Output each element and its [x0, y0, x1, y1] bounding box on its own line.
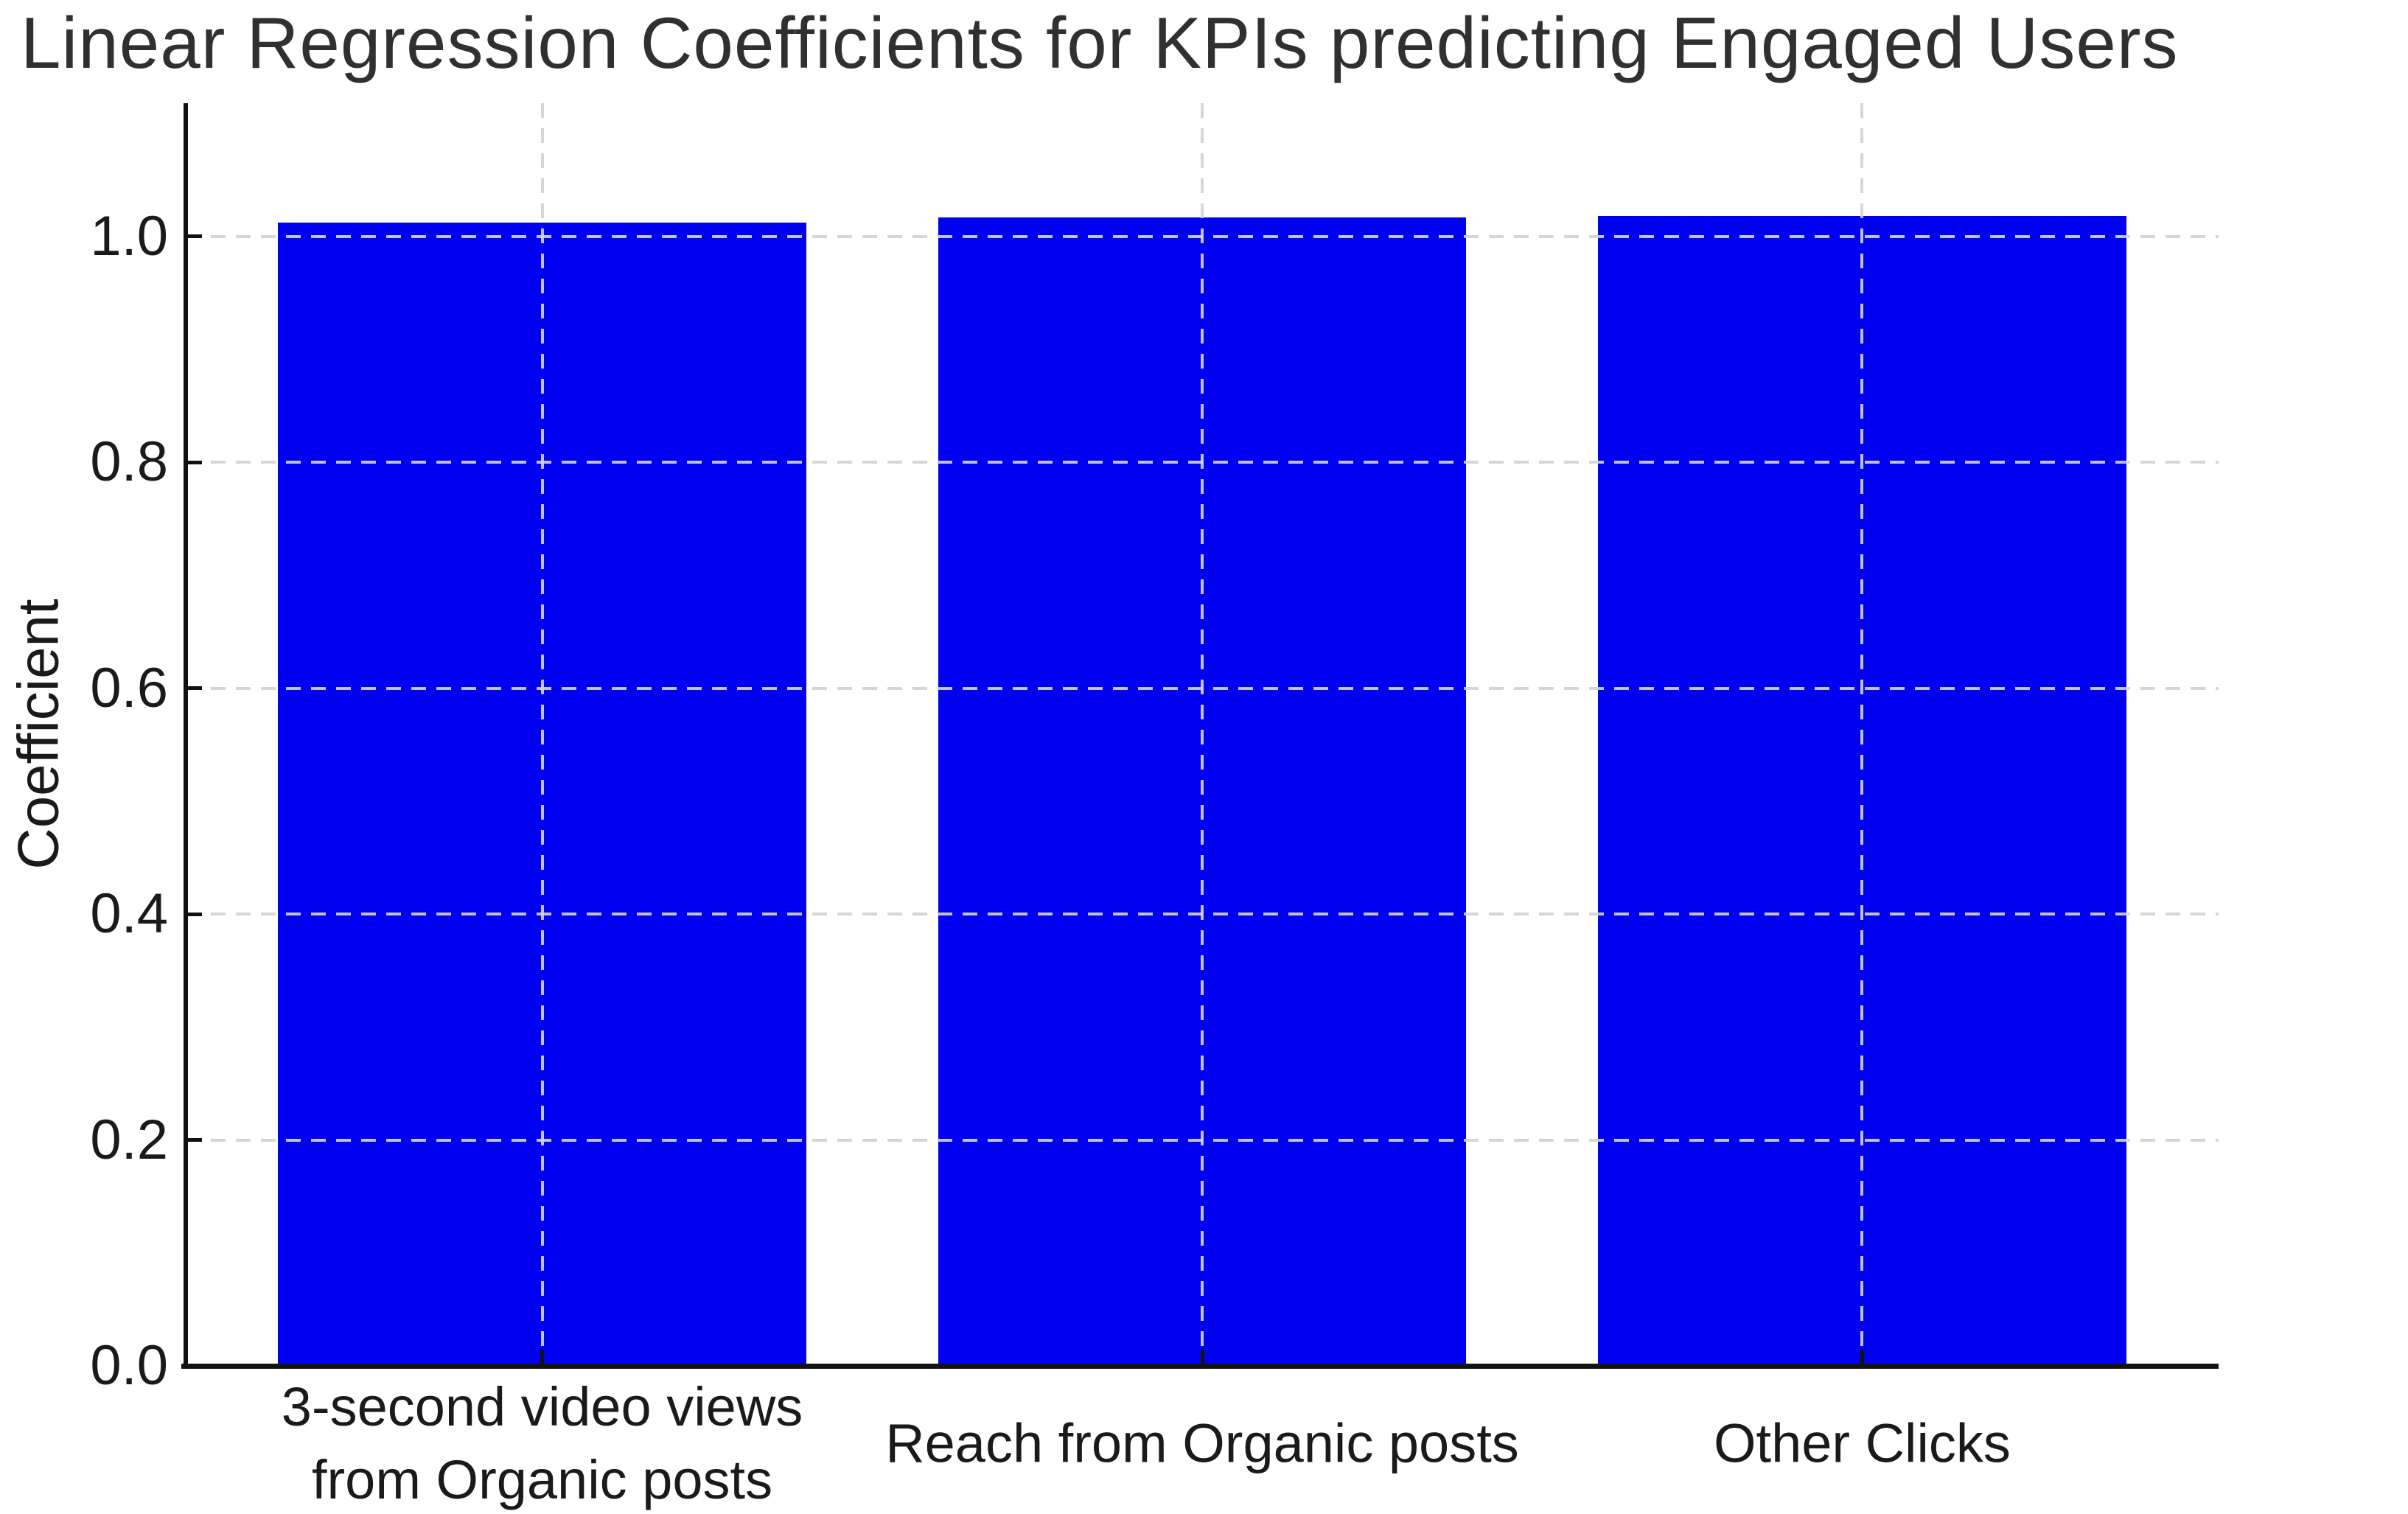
plot-area	[181, 103, 2219, 1369]
bottom-spine	[181, 1364, 2219, 1369]
left-spine	[184, 103, 188, 1369]
y-tick-mark	[186, 912, 202, 916]
x-tick-label: 3-second video views from Organic posts	[282, 1370, 803, 1514]
y-tick-label: 0.2	[90, 1108, 168, 1171]
y-tick-mark	[186, 686, 202, 691]
y-tick-mark	[186, 1138, 202, 1143]
y-tick-label: 0.4	[90, 882, 168, 946]
vertical-gridline	[540, 103, 544, 1366]
x-tick-label: Other Clicks	[1714, 1406, 2011, 1479]
horizontal-gridline	[186, 1138, 2219, 1142]
x-tick-mark	[1860, 1350, 1864, 1366]
horizontal-gridline	[186, 686, 2219, 690]
y-tick-label: 1.0	[90, 204, 168, 268]
horizontal-gridline	[186, 461, 2219, 464]
x-tick-label-line: Other Clicks	[1713, 1412, 2011, 1474]
x-tick-label: Reach from Organic posts	[885, 1406, 1519, 1479]
y-tick-label: 0.6	[90, 656, 168, 719]
horizontal-gridline	[186, 913, 2219, 916]
y-tick-label: 0.8	[90, 430, 168, 494]
y-tick-mark	[186, 234, 202, 239]
chart-title: Linear Regression Coefficients for KPIs …	[21, 2, 2179, 83]
vertical-gridline	[1860, 103, 1864, 1366]
vertical-gridline	[1201, 103, 1204, 1366]
x-tick-mark	[540, 1350, 545, 1366]
x-tick-label-line: from Organic posts	[311, 1449, 773, 1510]
y-axis-label: Coefficient	[5, 599, 71, 870]
x-tick-mark	[1200, 1350, 1204, 1366]
x-tick-label-line: Reach from Organic posts	[885, 1412, 1519, 1474]
y-tick-label: 0.0	[90, 1334, 168, 1397]
x-tick-label-line: 3-second video views	[281, 1375, 803, 1437]
y-tick-mark	[186, 460, 202, 464]
horizontal-gridline	[186, 234, 2219, 238]
